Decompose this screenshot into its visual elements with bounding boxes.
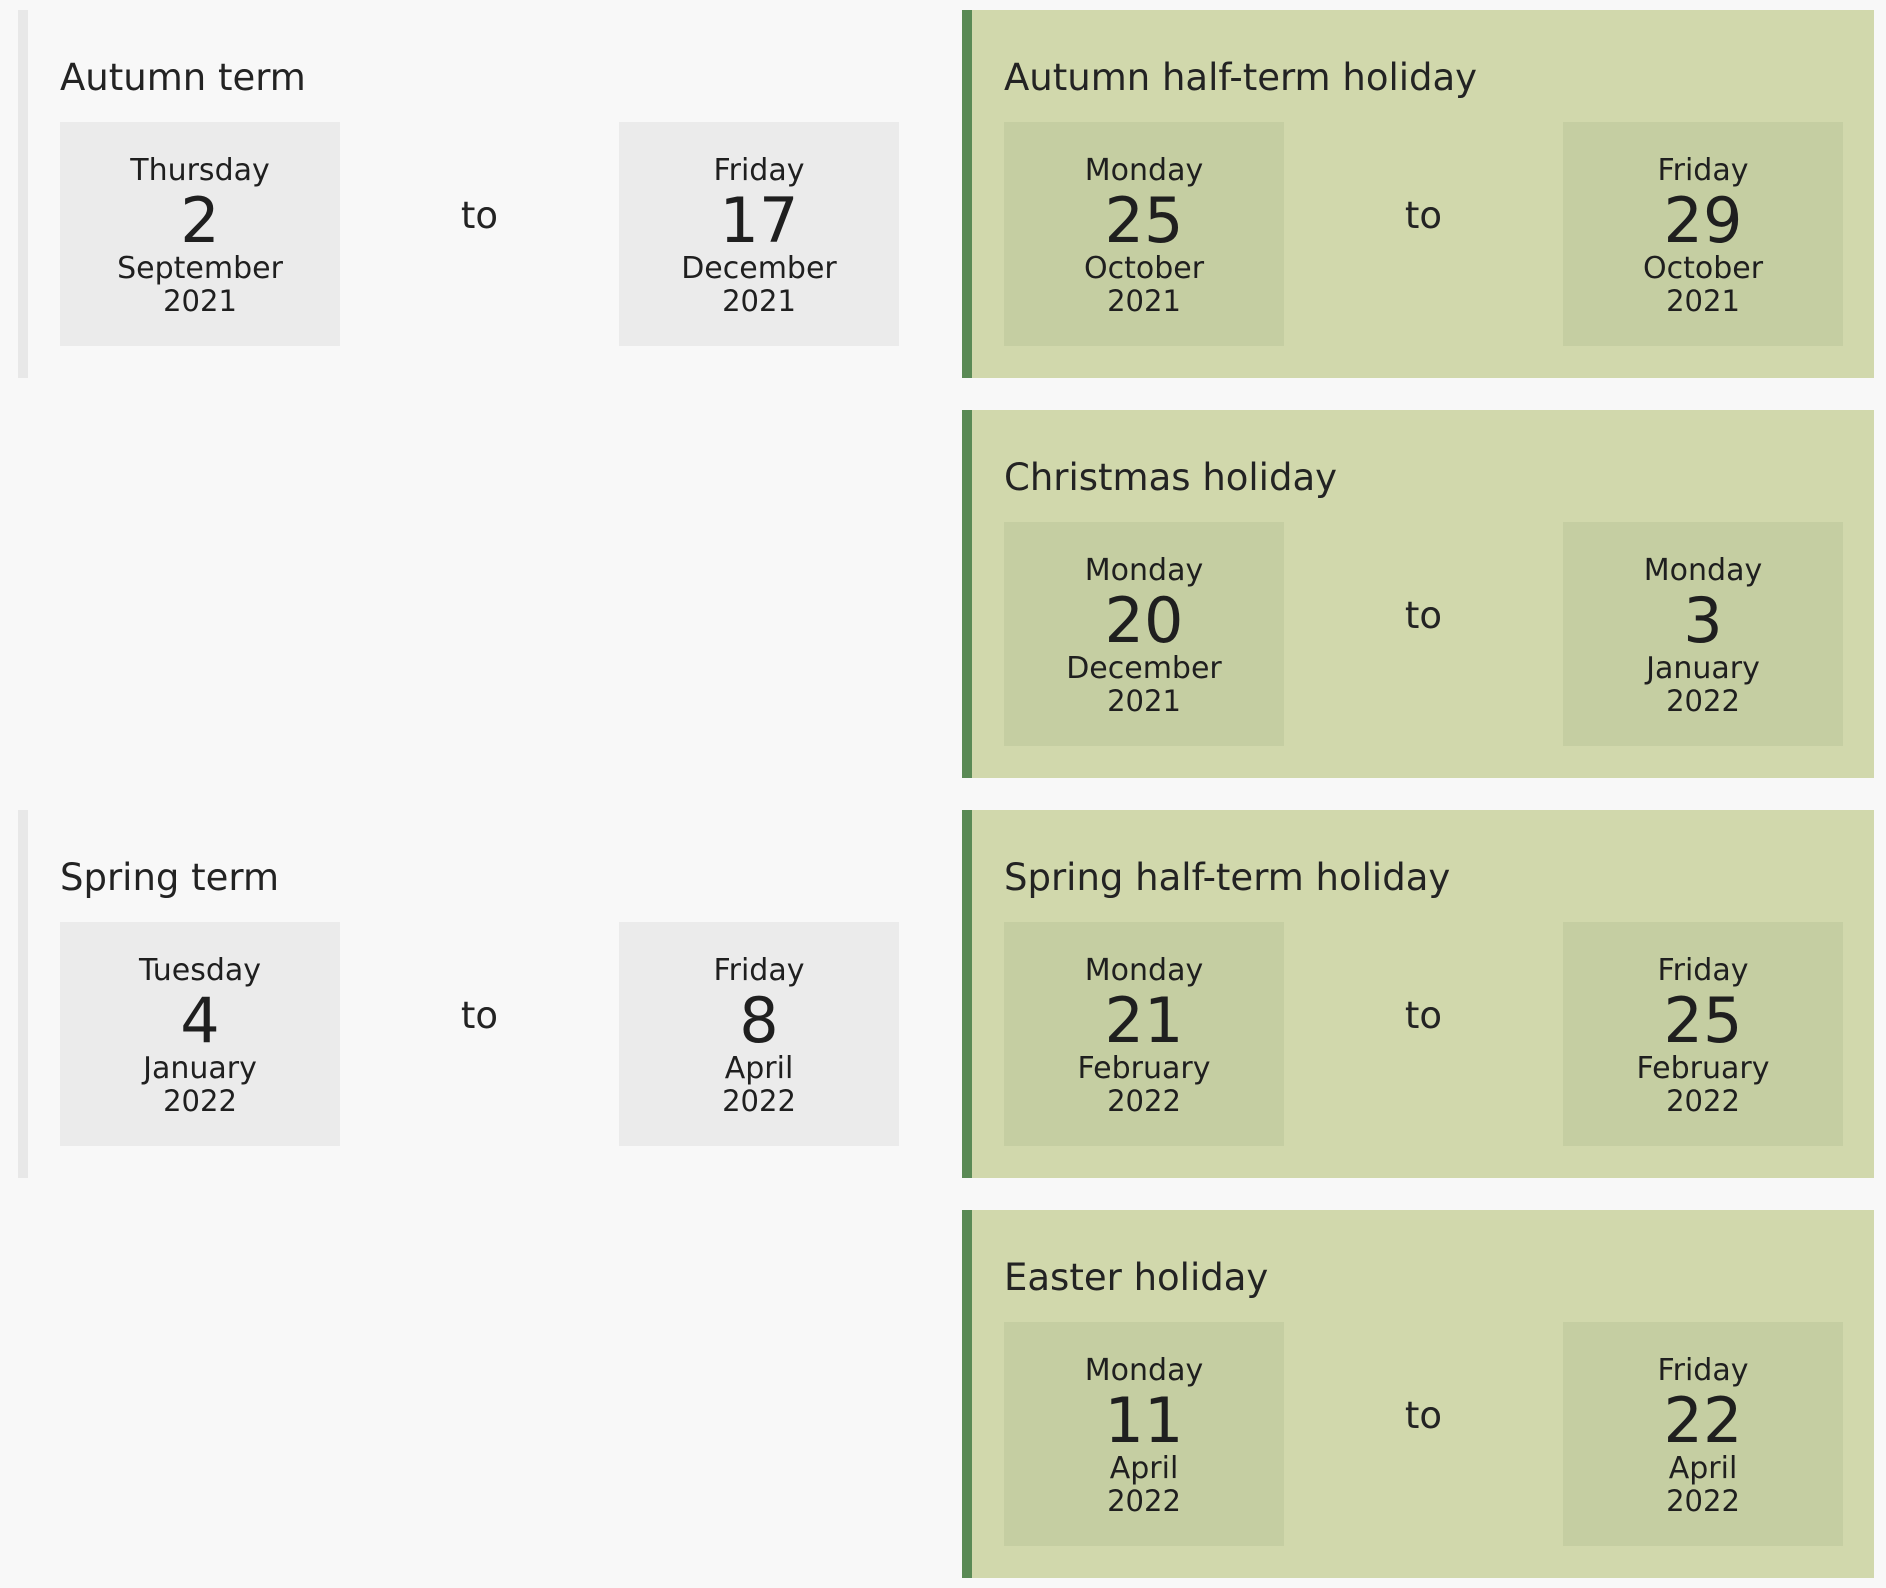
start-date-card: Monday 11 April 2022 [1004, 1322, 1284, 1546]
range-separator: to [460, 194, 499, 237]
weekday-label: Monday [1084, 553, 1204, 588]
block-title: Autumn term [60, 56, 306, 99]
year-label: 2022 [1666, 684, 1740, 718]
year-label: 2021 [1666, 284, 1740, 318]
day-number: 25 [1104, 184, 1184, 257]
holiday-block-christmas: Christmas holiday Monday 20 December 202… [962, 410, 1874, 778]
start-date-card: Monday 21 February 2022 [1004, 922, 1284, 1146]
term-block-spring: Spring term Tuesday 4 January 2022 to Fr… [18, 810, 928, 1178]
month-label: January [1646, 651, 1760, 686]
end-date-card: Monday 3 January 2022 [1563, 522, 1843, 746]
day-number: 22 [1663, 1384, 1743, 1457]
block-title: Autumn half-term holiday [1004, 56, 1478, 99]
day-number: 4 [180, 984, 220, 1057]
block-title: Christmas holiday [1004, 456, 1338, 499]
start-date-card: Tuesday 4 January 2022 [60, 922, 340, 1146]
holiday-block-autumn-half-term: Autumn half-term holiday Monday 25 Octob… [962, 10, 1874, 378]
day-number: 17 [719, 184, 799, 257]
month-label: April [724, 1051, 794, 1086]
month-label: February [1077, 1051, 1211, 1086]
weekday-label: Friday [713, 153, 805, 188]
block-title: Easter holiday [1004, 1256, 1269, 1299]
day-number: 25 [1663, 984, 1743, 1057]
range-separator: to [460, 994, 499, 1037]
end-date-card: Friday 8 April 2022 [619, 922, 899, 1146]
holiday-block-spring-half-term: Spring half-term holiday Monday 21 Febru… [962, 810, 1874, 1178]
start-date-card: Thursday 2 September 2021 [60, 122, 340, 346]
year-label: 2022 [1666, 1084, 1740, 1118]
day-number: 29 [1663, 184, 1743, 257]
block-title: Spring term [60, 856, 280, 899]
weekday-label: Thursday [130, 153, 270, 188]
end-date-card: Friday 17 December 2021 [619, 122, 899, 346]
month-label: January [143, 1051, 257, 1086]
month-label: April [1109, 1451, 1179, 1486]
weekday-label: Friday [1657, 153, 1749, 188]
day-number: 20 [1104, 584, 1184, 657]
day-number: 3 [1683, 584, 1723, 657]
range-separator: to [1404, 594, 1443, 637]
end-date-card: Friday 29 October 2021 [1563, 122, 1843, 346]
end-date-card: Friday 25 February 2022 [1563, 922, 1843, 1146]
weekday-label: Monday [1084, 1353, 1204, 1388]
holiday-block-easter: Easter holiday Monday 11 April 2022 to F… [962, 1210, 1874, 1578]
day-number: 21 [1104, 984, 1184, 1057]
day-number: 11 [1104, 1384, 1184, 1457]
year-label: 2022 [1666, 1484, 1740, 1518]
month-label: December [681, 251, 837, 286]
month-label: April [1668, 1451, 1738, 1486]
range-separator: to [1404, 994, 1443, 1037]
range-separator: to [1404, 194, 1443, 237]
start-date-card: Monday 25 October 2021 [1004, 122, 1284, 346]
start-date-card: Monday 20 December 2021 [1004, 522, 1284, 746]
weekday-label: Friday [1657, 953, 1749, 988]
block-title: Spring half-term holiday [1004, 856, 1451, 899]
day-number: 8 [739, 984, 779, 1057]
month-label: December [1066, 651, 1222, 686]
end-date-card: Friday 22 April 2022 [1563, 1322, 1843, 1546]
weekday-label: Friday [713, 953, 805, 988]
year-label: 2022 [163, 1084, 237, 1118]
year-label: 2022 [1107, 1084, 1181, 1118]
term-block-autumn: Autumn term Thursday 2 September 2021 to… [18, 10, 928, 378]
day-number: 2 [180, 184, 220, 257]
year-label: 2022 [722, 1084, 796, 1118]
month-label: September [117, 251, 283, 286]
year-label: 2021 [722, 284, 796, 318]
month-label: October [1642, 251, 1764, 286]
weekday-label: Tuesday [138, 953, 262, 988]
weekday-label: Friday [1657, 1353, 1749, 1388]
weekday-label: Monday [1643, 553, 1763, 588]
range-separator: to [1404, 1394, 1443, 1437]
month-label: February [1636, 1051, 1770, 1086]
month-label: October [1083, 251, 1205, 286]
weekday-label: Monday [1084, 953, 1204, 988]
year-label: 2021 [1107, 684, 1181, 718]
year-label: 2021 [1107, 284, 1181, 318]
year-label: 2021 [163, 284, 237, 318]
weekday-label: Monday [1084, 153, 1204, 188]
year-label: 2022 [1107, 1484, 1181, 1518]
